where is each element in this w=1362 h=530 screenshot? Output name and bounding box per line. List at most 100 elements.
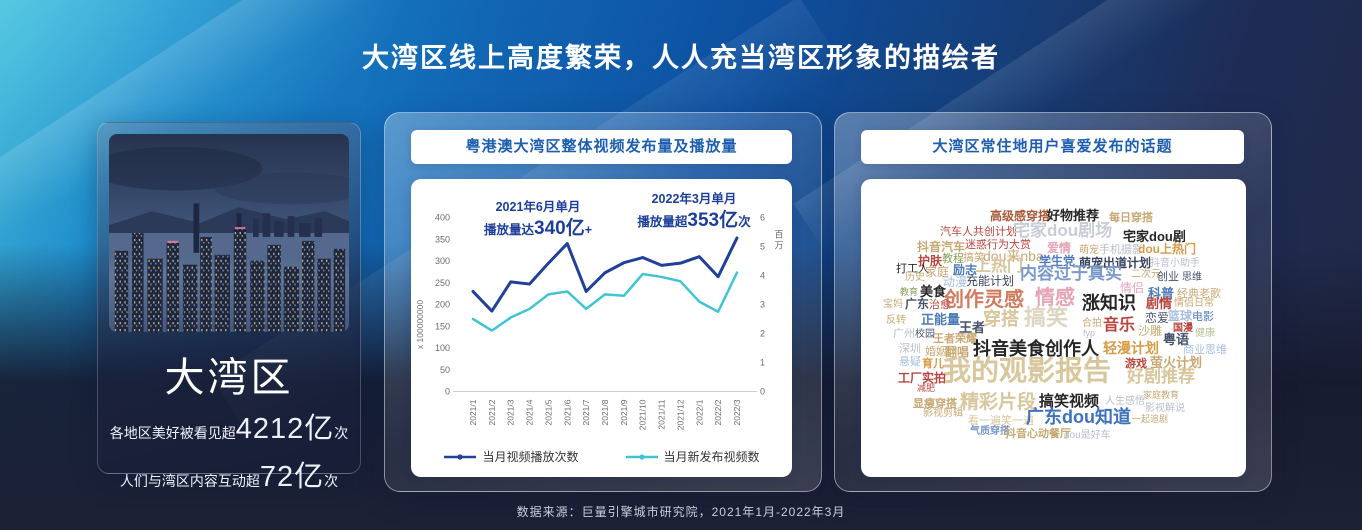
topic-word: 情侣日常 [1174,298,1214,309]
right-axis-unit-label: 百 [774,230,783,240]
x-axis-tick: 2021/5 [543,399,553,425]
right-axis-tick: 2 [760,329,765,339]
x-axis-tick: 2021/11 [657,399,667,429]
topic-word: 励志 [953,263,978,277]
left-axis-tick: 250 [435,278,450,288]
topic-word: 宅家dou剧 [1123,229,1186,244]
region-card: 大湾区 各地区美好被看见超 4212亿次 人们与湾区内容互动超 72亿次 [97,122,361,493]
topic-word: 充能计划 [966,274,1015,288]
x-axis-tick: 2022/3 [732,399,742,425]
x-axis-tick: 2021/3 [506,399,516,425]
topic-word: 搞笑 [963,252,985,264]
topic-word: 我的观影报告 [943,355,1112,386]
topic-word: dou来nba [983,248,1044,264]
topic-word: 情侣 [1120,281,1145,295]
stat-views: 各地区美好被看见超 4212亿次 [98,405,360,447]
topic-word: 萌宠出道计划 [1079,256,1152,270]
topic-word: 看一遍笑一遍 [968,415,1034,427]
chart-legend: 当月视频播放次数 当月新发布视频数 [411,448,792,477]
right-axis-unit-label: 万 [774,241,783,251]
topic-word: 人生感悟 [1105,396,1145,407]
region-name: 大湾区 [164,356,294,400]
topic-word: 教程 [942,253,964,265]
topic-word: 高级感穿搭 [990,209,1051,223]
topic-word: 思维 [1182,272,1202,283]
x-axis-tick: 2021/2 [487,399,497,425]
topic-word: 广东dou知道 [1026,407,1131,427]
topic-word: 深圳 [899,343,921,355]
topic-word: 搞笑视频 [1039,393,1100,410]
stat-interactions-value: 72亿 [259,461,325,493]
topic-word: 育儿 [922,358,944,370]
right-axis-tick: 3 [760,300,765,310]
topic-word: 迷惑行为大赏 [965,239,1031,251]
topics-card-header: 大湾区常住地用户喜爱发布的话题 [861,130,1244,164]
topic-word: 轻漫计划 [1103,340,1159,356]
video-volume-card: 粤港澳大湾区整体视频发布量及播放量 2021年6月单月 播放量达340亿+ 20… [384,112,822,492]
stat-views-value: 4212亿 [235,413,335,445]
topic-word: 反转 [886,315,906,326]
topic-word: 篮球 [1168,309,1193,323]
topic-word: 穿搭 [983,309,1019,329]
stat-interactions-suffix: 次 [324,473,339,489]
left-axis-tick: 350 [435,234,450,244]
topic-word: 创作灵感 [944,289,1024,311]
topic-word: 翻唱 [945,345,970,359]
right-axis-tick: 0 [760,387,765,397]
legend-label-play-count: 当月视频播放次数 [482,450,579,464]
topic-word: 国漫 [1173,323,1193,334]
topic-word: 每日穿搭 [1109,212,1153,224]
topic-word: 宅家dou剧场 [1013,221,1113,240]
topic-word: 涨知识 [1082,293,1136,313]
x-axis-tick: 2021/6 [562,399,572,425]
right-axis-tick: 1 [760,358,765,368]
topic-word: 创业 [1157,271,1179,283]
topic-word: 广州 [893,328,915,340]
topic-word: 治愈 [929,299,951,311]
x-axis-tick: 2021/4 [525,399,535,425]
topic-word: 手机摄影 [1099,244,1143,256]
left-axis-tick: 400 [435,213,450,223]
x-axis-tick: 2021/12 [675,399,685,430]
topic-word: 王者荣耀 [933,333,977,345]
x-axis-tick: 2022/2 [713,399,723,425]
legend-label-publish-count: 当月新发布视频数 [663,450,760,464]
topic-word: 剧情 [1146,296,1173,311]
topic-word: 一起追剧 [1132,414,1169,424]
topic-word: 内容过于真实 [1020,264,1122,283]
topic-word: 情感 [1035,287,1075,309]
x-axis-tick: 2021/10 [638,399,648,430]
x-axis-tick: 2021/7 [581,399,591,425]
topic-word: 萌宠 [1079,245,1099,256]
topic-word: 粤语 [1163,332,1190,347]
legend-item-publish-count: 当月新发布视频数 [625,448,760,465]
x-axis-tick: 2021/9 [619,399,629,425]
topics-card: 大湾区常住地用户喜爱发布的话题 高级感穿搭 好物推荐 每日穿搭 汽车人共创计划 宅家do… [834,112,1272,492]
topic-word: 商业思维 [1183,344,1227,356]
topic-word: 美食 [920,284,947,299]
left-axis-tick: 200 [435,300,450,310]
legend-item-play-count: 当月视频播放次数 [443,448,579,465]
topic-word: 游戏 [1125,358,1147,370]
topic-word: 合拍 [1082,318,1102,329]
topic-word: 校园 [915,329,935,340]
topic-word: 搞笑 [1024,305,1069,330]
x-axis-tick: 2021/1 [468,399,478,425]
stat-views-prefix: 各地区美好被看见超 [109,425,236,441]
topic-word: 抖音美食创作人 [973,339,1099,359]
topic-word: 好剧推荐 [1127,367,1195,386]
topic-word: 好物推荐 [1047,208,1100,223]
topic-word: 家庭教育 [1143,390,1180,400]
topic-word: 二次元 [1131,269,1161,280]
topic-word: 家庭 [925,265,950,279]
topic-word: 婚姻 [925,346,947,358]
stat-interactions-prefix: 人们与湾区内容互动超 [119,473,260,489]
topic-word: 精彩片段 [960,392,1037,413]
topic-word: fyp [1083,328,1096,338]
topic-word: 影视解说 [1145,403,1185,414]
topic-word: 广东 [905,297,930,311]
left-axis-tick: 150 [435,321,450,331]
legend-swatch-play-count [444,453,477,460]
chart-card-header: 粤港澳大湾区整体视频发布量及播放量 [411,130,792,164]
topic-word: dou上热门 [1138,242,1196,256]
